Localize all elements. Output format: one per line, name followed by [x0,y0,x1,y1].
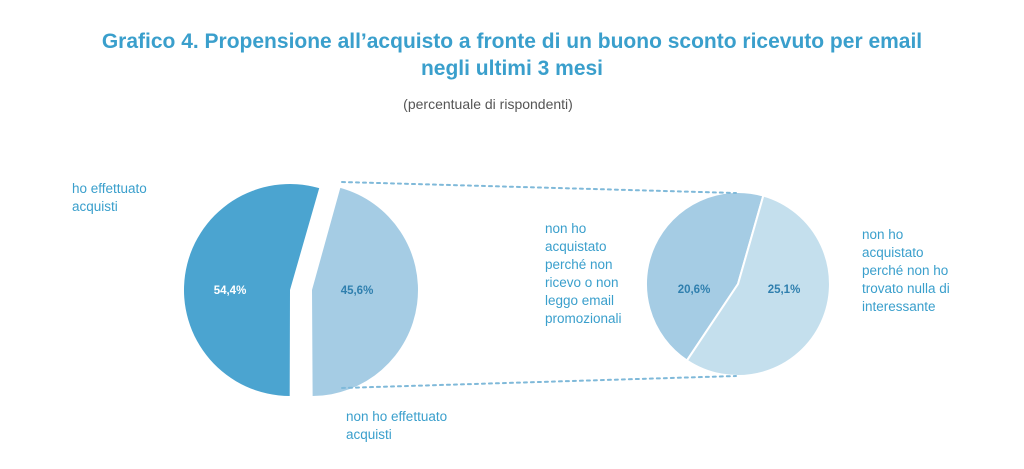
label-nothing-interesting-line: non ho [862,227,904,242]
pie-slice-not-bought [312,187,418,396]
label-no-email-line: promozionali [545,311,622,326]
label-bought-line-2: acquisti [72,199,118,214]
label-not-bought: non ho effettuato acquisti [346,408,447,444]
chart-title-line-2: negli ultimi 3 mesi [420,57,604,80]
label-bought-line-1: ho effettuato [72,181,147,196]
pie-value-label-bought: 54,4% [214,285,247,297]
label-no-email-line: leggo email [545,293,615,308]
label-not-bought-line-1: non ho effettuato [346,409,448,424]
label-not-bought-line-2: acquisti [346,427,392,442]
label-nothing-interesting-line: perché non ho [862,263,949,278]
label-no-email-line: non ho [545,221,587,236]
chart-title-line-1: Grafico 4. Propensione all’acquisto a fr… [101,30,923,53]
label-no-email-line: ricevo o non [545,275,619,290]
label-no-email: non ho acquistato perché non ricevo o no… [545,220,622,328]
connector-line-top [341,181,737,194]
breakdown-slice-no-email [645,191,765,362]
label-no-email-line: acquistato [545,239,607,254]
pie-slice-bought [183,184,320,396]
chart-subtitle: (percentuale di rispondenti) [403,96,573,112]
connector-line-bottom [341,375,737,389]
label-nothing-interesting-line: trovato nulla di [862,281,950,296]
chart-title: Grafico 4. Propensione all’acquisto a fr… [0,28,1024,82]
pie-value-label-not-bought: 45,6% [341,285,374,297]
label-no-email-line: perché non [545,257,613,272]
breakdown-value-label-nothing-interesting: 25,1% [768,284,801,296]
label-bought: ho effettuato acquisti [72,180,147,216]
label-nothing-interesting-line: interessante [862,299,936,314]
label-nothing-interesting: non ho acquistato perché non ho trovato … [862,226,950,316]
breakdown-value-label-no-email: 20,6% [678,284,711,296]
breakdown-slice-nothing-interesting [685,194,831,377]
label-nothing-interesting-line: acquistato [862,245,924,260]
